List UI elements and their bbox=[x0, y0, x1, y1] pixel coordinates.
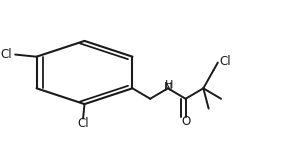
Text: Cl: Cl bbox=[220, 55, 231, 68]
Text: Cl: Cl bbox=[77, 117, 89, 130]
Text: H: H bbox=[165, 80, 173, 90]
Text: Cl: Cl bbox=[0, 48, 12, 61]
Text: N: N bbox=[163, 81, 172, 94]
Text: O: O bbox=[181, 115, 190, 128]
